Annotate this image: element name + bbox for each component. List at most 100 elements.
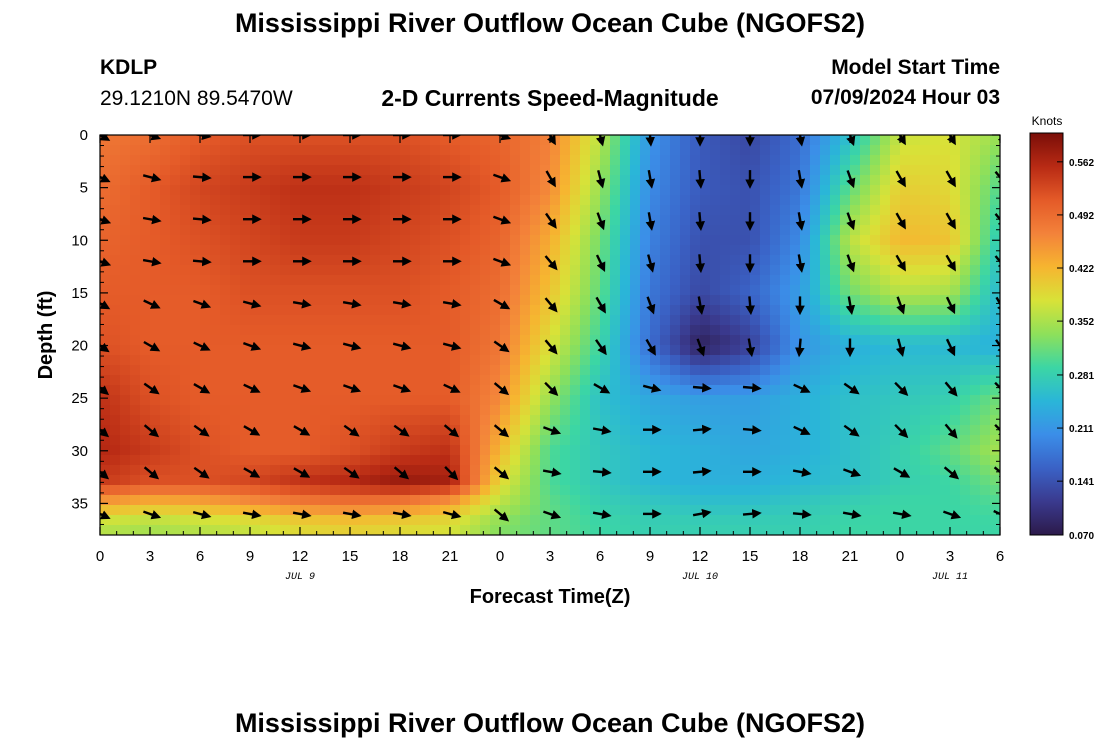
heatmap-cell bbox=[650, 225, 661, 236]
heatmap-cell bbox=[140, 425, 151, 436]
heatmap-cell bbox=[410, 475, 421, 486]
heatmap-cell bbox=[950, 315, 961, 326]
heatmap-cell bbox=[430, 205, 441, 216]
heatmap-cell bbox=[970, 475, 981, 486]
heatmap-cell bbox=[570, 165, 581, 176]
heatmap-cell bbox=[870, 355, 881, 366]
heatmap-cell bbox=[420, 505, 431, 516]
heatmap-cell bbox=[300, 375, 311, 386]
current-arrow bbox=[193, 424, 210, 437]
heatmap-cell bbox=[560, 235, 571, 246]
heatmap-cell bbox=[440, 265, 451, 276]
heatmap-cell bbox=[420, 145, 431, 156]
heatmap-cell bbox=[510, 435, 521, 446]
heatmap-cell bbox=[310, 275, 321, 286]
heatmap-cell bbox=[460, 495, 471, 506]
heatmap-cell bbox=[730, 365, 741, 376]
heatmap-cell bbox=[630, 295, 641, 306]
heatmap-cell bbox=[260, 145, 271, 156]
heatmap-cell bbox=[960, 515, 971, 526]
heatmap-cell bbox=[740, 365, 751, 376]
current-arrow bbox=[293, 467, 311, 478]
heatmap-cell bbox=[840, 435, 851, 446]
heatmap-cell bbox=[870, 185, 881, 196]
heatmap-cell bbox=[620, 455, 631, 466]
heatmap-cell bbox=[590, 255, 601, 266]
heatmap-cell bbox=[750, 445, 761, 456]
heatmap-cell bbox=[890, 155, 901, 166]
heatmap-cell bbox=[900, 315, 911, 326]
heatmap-cell bbox=[920, 385, 931, 396]
heatmap-cell bbox=[280, 485, 291, 496]
heatmap-cell bbox=[970, 315, 981, 326]
heatmap-cell bbox=[800, 225, 811, 236]
heatmap-cell bbox=[200, 155, 211, 166]
heatmap-cell bbox=[380, 365, 391, 376]
heatmap-cell bbox=[510, 215, 521, 226]
heatmap-cell bbox=[640, 475, 651, 486]
heatmap-cell bbox=[510, 235, 521, 246]
heatmap-cell bbox=[440, 355, 451, 366]
heatmap-cell bbox=[170, 475, 181, 486]
heatmap-cell bbox=[360, 345, 371, 356]
heatmap-cell bbox=[380, 355, 391, 366]
heatmap-cell bbox=[490, 515, 501, 526]
heatmap-cell bbox=[420, 175, 431, 186]
heatmap-cell bbox=[900, 525, 911, 535]
heatmap-cell bbox=[700, 485, 711, 496]
heatmap-cell bbox=[940, 395, 951, 406]
heatmap-cell bbox=[870, 365, 881, 376]
heatmap-cell bbox=[400, 185, 411, 196]
heatmap-cell bbox=[770, 265, 781, 276]
heatmap-cell bbox=[970, 135, 981, 146]
heatmap-cell bbox=[180, 445, 191, 456]
heatmap-cell bbox=[470, 495, 481, 506]
heatmap-cell bbox=[540, 185, 551, 196]
heatmap-cell bbox=[340, 415, 351, 426]
heatmap-cell bbox=[280, 385, 291, 396]
heatmap-cell bbox=[630, 225, 641, 236]
heatmap-cell bbox=[140, 365, 151, 376]
heatmap-cell bbox=[810, 515, 821, 526]
heatmap-cell bbox=[640, 215, 651, 226]
heatmap-cell bbox=[230, 185, 241, 196]
heatmap-cell bbox=[160, 365, 171, 376]
heatmap-cell bbox=[960, 225, 971, 236]
heatmap-cell bbox=[590, 215, 601, 226]
heatmap-cell bbox=[350, 365, 361, 376]
heatmap-cell bbox=[690, 195, 701, 206]
heatmap-cell bbox=[810, 355, 821, 366]
heatmap-cell bbox=[540, 205, 551, 216]
heatmap-cell bbox=[380, 465, 391, 476]
heatmap-cell bbox=[510, 445, 521, 456]
heatmap-cell bbox=[650, 155, 661, 166]
heatmap-cell bbox=[230, 215, 241, 226]
heatmap-cell bbox=[910, 245, 921, 256]
heatmap-cell bbox=[220, 395, 231, 406]
heatmap-cell bbox=[440, 475, 451, 486]
current-arrow bbox=[994, 255, 1000, 271]
heatmap-cell bbox=[260, 205, 271, 216]
heatmap-cell bbox=[970, 495, 981, 506]
heatmap-cell bbox=[360, 375, 371, 386]
heatmap-cell bbox=[760, 315, 771, 326]
heatmap-cell bbox=[230, 275, 241, 286]
heatmap-cell bbox=[120, 175, 131, 186]
heatmap-cell bbox=[640, 135, 651, 146]
heatmap-cell bbox=[790, 185, 801, 196]
heatmap-cell bbox=[690, 335, 701, 346]
heatmap-cell bbox=[110, 165, 121, 176]
current-arrow bbox=[493, 508, 510, 522]
current-arrow bbox=[592, 467, 612, 477]
heatmap-cell bbox=[330, 375, 341, 386]
heatmap-cell bbox=[850, 435, 861, 446]
heatmap-cell bbox=[780, 225, 791, 236]
heatmap-cell bbox=[250, 135, 261, 146]
heatmap-cell bbox=[290, 305, 301, 316]
heatmap-cell bbox=[720, 505, 731, 516]
heatmap-cell bbox=[940, 245, 951, 256]
heatmap-cell bbox=[280, 305, 291, 316]
heatmap-cell bbox=[890, 355, 901, 366]
heatmap-cell bbox=[930, 245, 941, 256]
heatmap-cell bbox=[210, 155, 221, 166]
